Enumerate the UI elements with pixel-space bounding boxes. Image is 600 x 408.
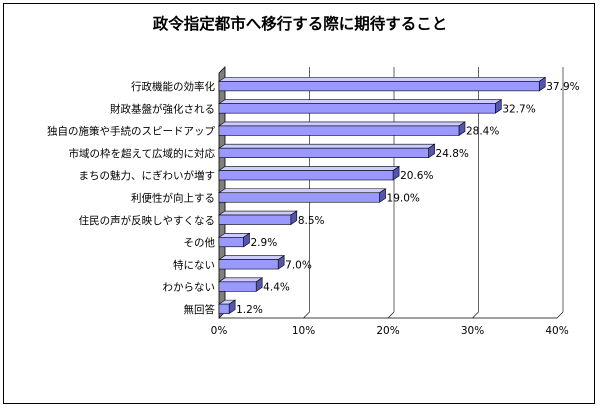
bar-front xyxy=(218,303,230,314)
x-tick-label: 20% xyxy=(376,325,399,337)
bar-top xyxy=(218,143,436,149)
bar xyxy=(218,232,251,248)
x-tick-labels: 0% 10% 20% 30% 40% xyxy=(211,325,569,337)
bar xyxy=(218,99,503,114)
bar xyxy=(218,188,387,203)
value-label: 24.8% xyxy=(436,148,469,160)
bar-top xyxy=(218,255,286,260)
bar-front xyxy=(218,214,292,225)
bar-front xyxy=(218,103,496,114)
bar xyxy=(218,143,436,159)
category-label: まちの魅力、にぎわいが増す xyxy=(79,169,216,182)
value-label: 4.4% xyxy=(263,282,290,294)
bar xyxy=(218,277,264,292)
bar-front xyxy=(218,147,429,159)
gridline-foot xyxy=(387,311,395,319)
category-label: 財政基盤が強化される xyxy=(110,102,215,115)
category-label: 無回答 xyxy=(184,303,216,316)
bar-front xyxy=(218,192,380,203)
value-label: 37.9% xyxy=(546,81,579,93)
bars xyxy=(218,76,547,315)
bar-top xyxy=(218,210,298,216)
bar xyxy=(218,299,237,315)
value-label: 8.5% xyxy=(298,215,325,227)
bar xyxy=(218,255,286,270)
gridline-foot xyxy=(556,311,564,319)
category-label: わからない xyxy=(163,282,216,294)
x-tick-label: 10% xyxy=(292,325,315,337)
value-label: 2.9% xyxy=(251,237,278,249)
category-label: その他 xyxy=(184,236,216,249)
bar-top xyxy=(218,166,401,171)
bar xyxy=(218,76,547,92)
value-label: 28.4% xyxy=(466,126,499,138)
value-label: 1.2% xyxy=(236,304,263,316)
value-label: 32.7% xyxy=(502,103,535,115)
value-label: 19.0% xyxy=(387,193,420,205)
category-labels: 行政機能の効率化財政基盤が強化される独自の施策や手続のスピードアップ市域の枠を超… xyxy=(47,80,215,316)
bar-top xyxy=(218,77,547,82)
chart-title: 政令指定都市へ移行する際に期待すること xyxy=(152,15,448,33)
bar-front xyxy=(218,259,279,270)
gridline-foot xyxy=(472,311,479,319)
value-label: 20.6% xyxy=(400,170,433,182)
category-label: 市域の枠を超えて広域的に対応 xyxy=(69,147,216,160)
bar-front xyxy=(218,125,460,136)
chart-frame xyxy=(3,3,595,404)
bar-top xyxy=(218,188,387,194)
x-tick-label: 40% xyxy=(545,325,568,337)
bar-top xyxy=(218,121,466,127)
value-labels: 37.9% 32.7%28.4% 24.8%20.6% 19.0% 8.5% 2.9% 7.… xyxy=(236,81,579,316)
x-tick-label: 30% xyxy=(461,325,484,337)
category-label: 行政機能の効率化 xyxy=(131,80,215,93)
bar-front xyxy=(218,281,257,292)
bar-front xyxy=(218,81,540,92)
bar xyxy=(218,210,298,226)
category-label: 利便性が向上する xyxy=(131,192,215,205)
bar-front xyxy=(218,170,394,181)
category-label: 独自の施策や手続のスピードアップ xyxy=(47,125,215,138)
bar-front xyxy=(218,236,244,248)
value-label: 7.0% xyxy=(285,259,312,271)
bar xyxy=(218,121,466,136)
category-label: 住民の声が反映しやすくなる xyxy=(79,214,215,227)
bar xyxy=(218,165,401,181)
bar-top xyxy=(218,99,503,104)
bar-top xyxy=(218,277,264,283)
x-tick-label: 0% xyxy=(211,325,228,337)
category-label: 特にない xyxy=(173,259,215,271)
gridline-foot xyxy=(303,311,310,319)
